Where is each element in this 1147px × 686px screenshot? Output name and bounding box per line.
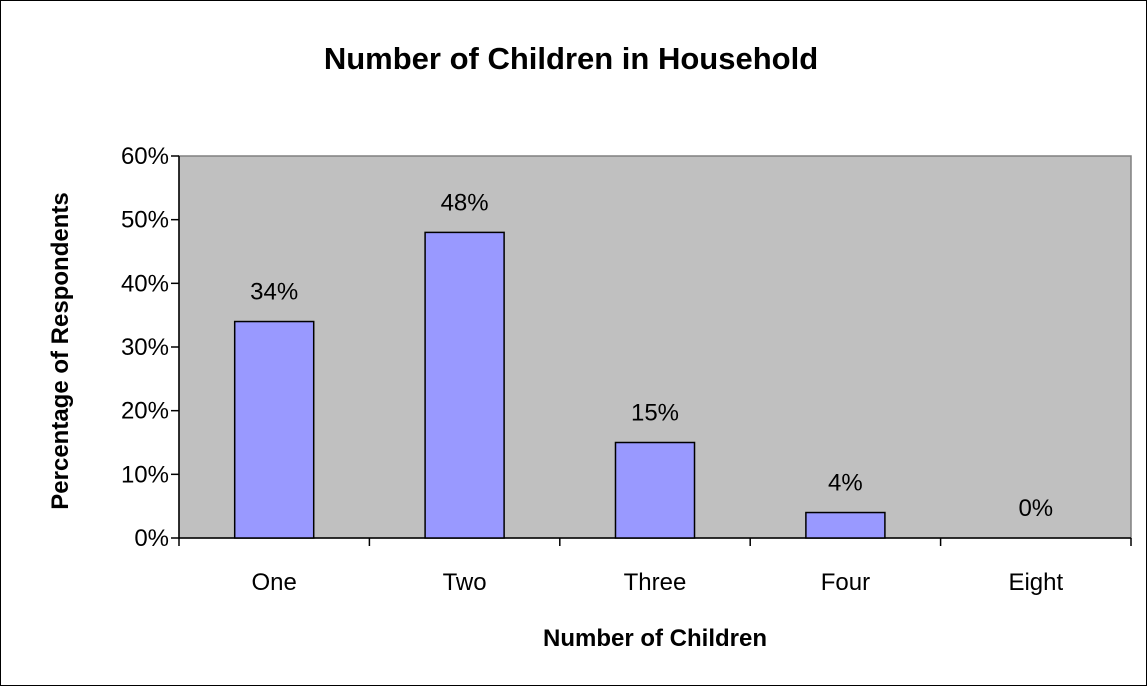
bar-value-label: 34% <box>250 279 298 306</box>
data-labels-group: 34% 48% 15% 4% 0% <box>250 189 1053 522</box>
x-tick-label: One <box>252 569 297 596</box>
x-axis: One Two Three Four Eight <box>178 537 1132 596</box>
bar <box>424 231 505 539</box>
x-axis-title: Number of Children <box>543 625 767 652</box>
bars-group <box>233 231 886 539</box>
y-tick-label: 60% <box>121 143 169 170</box>
x-tick-label: Three <box>624 569 687 596</box>
y-tick-label: 20% <box>121 398 169 425</box>
y-tick-label: 0% <box>134 525 169 552</box>
bar <box>614 441 696 539</box>
y-axis-title: Percentage of Respondents <box>47 192 74 509</box>
y-axis: 0% 10% 20% 30% 40% 50% 60% <box>121 143 180 552</box>
chart-title: Number of Children in Household <box>324 41 818 76</box>
bar-value-label: 15% <box>631 400 679 427</box>
x-tick-label: Eight <box>1008 569 1063 596</box>
x-tick-label: Two <box>443 569 487 596</box>
x-tick-label: Four <box>821 569 870 596</box>
y-tick-label: 50% <box>121 207 169 234</box>
bar-value-label: 48% <box>441 189 489 216</box>
bar <box>233 320 315 539</box>
bar-value-label: 0% <box>1018 495 1053 522</box>
bar <box>805 511 886 539</box>
y-tick-label: 10% <box>121 461 169 488</box>
y-tick-label: 30% <box>121 334 169 361</box>
y-tick-label: 40% <box>121 270 169 297</box>
bar-value-label: 4% <box>828 470 863 497</box>
